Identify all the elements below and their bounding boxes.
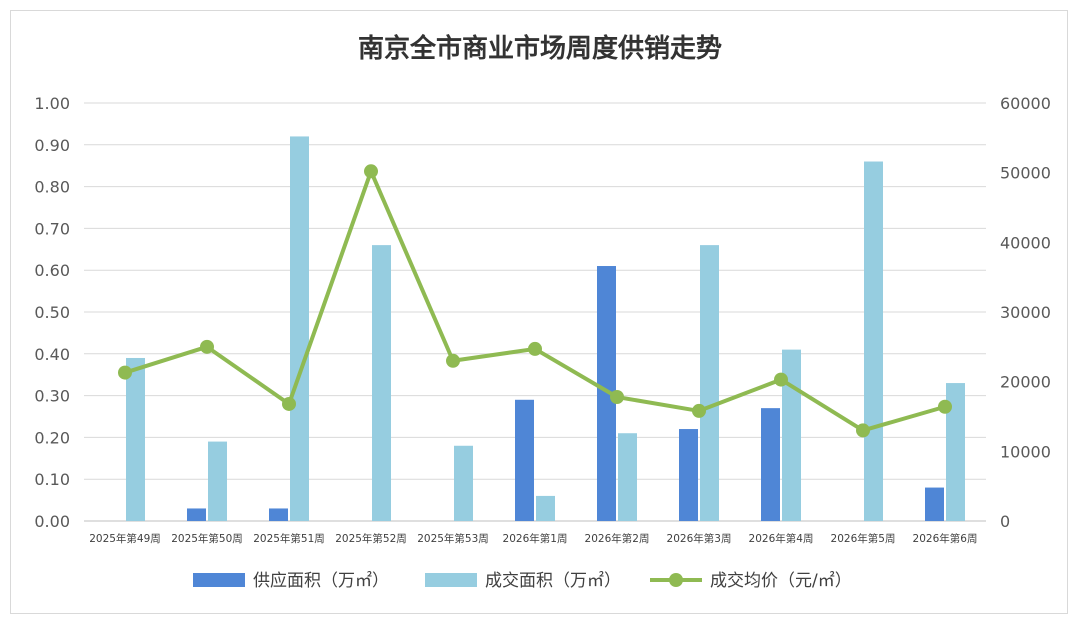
bars — [126, 136, 965, 521]
x-tick-label: 2025年第51周 — [253, 532, 325, 545]
left-axis-tick: 0.60 — [34, 261, 70, 280]
left-axis-tick: 0.30 — [34, 387, 70, 406]
deal-bar — [946, 383, 965, 521]
price-point — [938, 399, 952, 414]
legend-label: 供应面积（万㎡） — [253, 571, 389, 591]
left-axis-tick: 0.90 — [34, 136, 70, 155]
right-axis-tick: 20000 — [1000, 373, 1051, 392]
x-tick-label: 2026年第4周 — [749, 532, 814, 545]
deal-bar — [618, 433, 637, 521]
supply-bar — [269, 508, 288, 521]
left-axis: 0.00 0.10 0.20 0.30 0.40 0.50 0.60 0.70 0.80 0.90… — [34, 94, 70, 531]
supply-bar — [515, 399, 534, 521]
legend-swatch — [425, 573, 477, 587]
legend-label: 成交面积（万㎡） — [485, 571, 621, 591]
deal-bar — [782, 349, 801, 521]
left-axis-tick: 0.80 — [34, 178, 70, 197]
legend-swatch — [193, 573, 245, 587]
deal-bar — [208, 441, 227, 521]
legend: 供应面积（万㎡） 成交面积（万㎡） 成交均价（元/㎡） — [193, 571, 852, 591]
x-tick-label: 2025年第52周 — [335, 532, 407, 545]
x-tick-label: 2025年第53周 — [417, 532, 489, 545]
right-axis-tick: 60000 — [1000, 94, 1051, 113]
gridlines — [84, 102, 986, 522]
price-line-path — [124, 169, 946, 433]
right-axis-tick: 30000 — [1000, 303, 1051, 322]
left-axis-tick: 0.40 — [34, 345, 70, 364]
price-point — [200, 339, 214, 354]
price-point — [692, 403, 706, 418]
price-point — [774, 372, 788, 387]
deal-bar — [372, 245, 391, 521]
legend-marker — [669, 573, 683, 587]
left-axis-tick: 0.70 — [34, 219, 70, 238]
deal-bar — [290, 136, 309, 521]
chart-title: 南京全市商业市场周度供销走势 — [357, 34, 722, 64]
right-axis-tick: 10000 — [1000, 442, 1051, 461]
price-point — [282, 396, 296, 411]
deal-bar — [454, 445, 473, 521]
deal-bar — [126, 357, 145, 521]
price-point — [610, 389, 624, 404]
left-axis-tick: 1.00 — [34, 94, 70, 113]
legend-label: 成交均价（元/㎡） — [710, 571, 852, 591]
price-point — [364, 164, 378, 179]
price-point — [118, 365, 132, 380]
x-tick-label: 2026年第5周 — [831, 532, 896, 545]
supply-bar — [597, 266, 616, 521]
price-line — [118, 164, 952, 438]
x-tick-label: 2025年第49周 — [89, 532, 161, 545]
supply-bar — [187, 508, 206, 521]
deal-bar — [536, 495, 555, 521]
x-tick-label: 2026年第1周 — [503, 532, 568, 545]
right-axis-tick: 50000 — [1000, 164, 1051, 183]
x-axis: 2025年第49周 2025年第50周 2025年第51周 2025年第52周 2025… — [89, 532, 977, 545]
supply-bar — [761, 408, 780, 521]
supply-bar — [679, 429, 698, 521]
left-axis-tick: 0.10 — [34, 470, 70, 489]
price-point — [856, 423, 870, 438]
x-tick-label: 2026年第3周 — [667, 532, 732, 545]
right-axis-tick: 40000 — [1000, 233, 1051, 252]
price-point — [528, 341, 542, 356]
x-tick-label: 2026年第2周 — [585, 532, 650, 545]
x-tick-label: 2026年第6周 — [913, 532, 978, 545]
left-axis-tick: 0.20 — [34, 428, 70, 447]
supply-bar — [925, 487, 944, 521]
deal-bar — [864, 161, 883, 521]
right-axis: 0 10000 20000 30000 40000 50000 60000 — [1000, 94, 1051, 531]
deal-bar — [700, 245, 719, 521]
left-axis-tick: 0.00 — [34, 512, 70, 531]
right-axis-tick: 0 — [1000, 512, 1010, 531]
price-point — [446, 353, 460, 368]
left-axis-tick: 0.50 — [34, 303, 70, 322]
x-tick-label: 2025年第50周 — [171, 532, 243, 545]
